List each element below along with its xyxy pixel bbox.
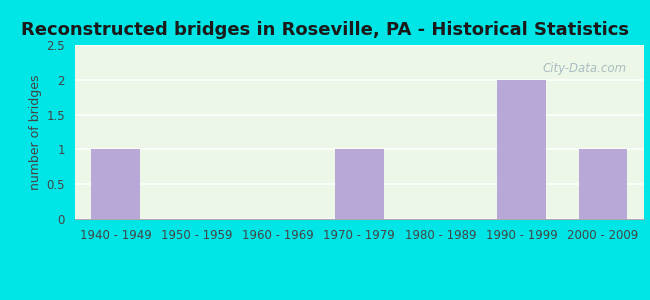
Text: City-Data.com: City-Data.com bbox=[542, 62, 627, 75]
Y-axis label: number of bridges: number of bridges bbox=[29, 74, 42, 190]
Bar bbox=[497, 80, 546, 219]
Bar bbox=[335, 149, 384, 219]
Text: Reconstructed bridges in Roseville, PA - Historical Statistics: Reconstructed bridges in Roseville, PA -… bbox=[21, 21, 629, 39]
Bar bbox=[91, 149, 140, 219]
Bar bbox=[578, 149, 627, 219]
